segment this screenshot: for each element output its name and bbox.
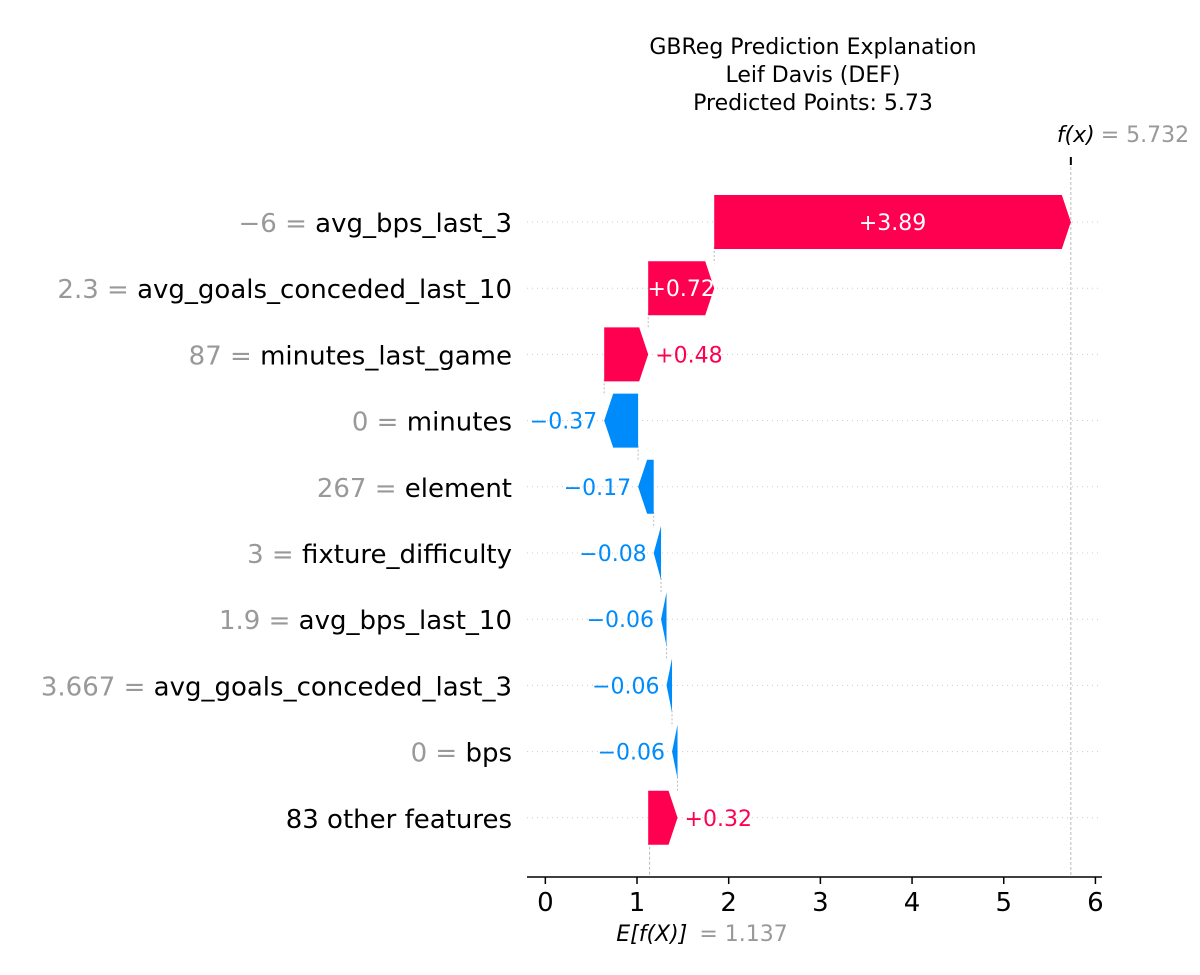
equals-sign: = — [368, 408, 406, 438]
output-value-symbol: f(x) — [1057, 123, 1095, 148]
feature-value: 3.667 — [41, 672, 115, 702]
equals-sign: = — [260, 606, 298, 636]
equals-sign: = — [99, 275, 137, 305]
base-value-label: E[f(X)] = 1.137 — [616, 922, 787, 947]
bar-2 — [648, 261, 715, 316]
feature-name: avg_goals_conceded_last_3 — [154, 672, 512, 702]
bar-value-label-2: +0.72 — [647, 277, 714, 302]
equals-sign: = — [264, 540, 302, 570]
feature-label-2: 2.3 = avg_goals_conceded_last_10 — [57, 275, 512, 305]
feature-name: fixture_difficulty — [302, 540, 512, 570]
bar-1 — [714, 195, 1071, 249]
bar-value-label-7: −0.06 — [587, 608, 654, 633]
equals-sign: = — [366, 474, 404, 504]
bar-9 — [672, 724, 678, 779]
title-line-3: Predicted Points: 5.73 — [693, 91, 933, 116]
bar-value-label-8: −0.06 — [592, 674, 659, 699]
bar-value-label-9: −0.06 — [598, 741, 665, 766]
feature-label-5: 267 = element — [317, 474, 512, 504]
base-value-symbol: E[f(X)] — [616, 922, 687, 947]
bar-7 — [661, 592, 667, 647]
x-tick-label-6: 6 — [1087, 888, 1104, 918]
feature-name: bps — [465, 739, 512, 769]
output-value-number: = 5.732 — [1101, 123, 1189, 148]
x-tick-label-1: 1 — [629, 888, 646, 918]
base-value-number: = 1.137 — [699, 922, 787, 947]
feature-value: 0 — [352, 408, 369, 438]
x-tick-label-4: 4 — [904, 888, 921, 918]
feature-label-4: 0 = minutes — [352, 408, 512, 438]
feature-label-9: 0 = bps — [411, 739, 512, 769]
bar-value-label-6: −0.08 — [579, 542, 646, 567]
feature-label-3: 87 = minutes_last_game — [189, 341, 512, 371]
feature-label-10: 83 other features — [286, 805, 512, 835]
feature-label-8: 3.667 = avg_goals_conceded_last_3 — [41, 672, 512, 702]
title-line-1: GBReg Prediction Explanation — [649, 35, 976, 60]
feature-name: minutes — [407, 408, 512, 438]
bar-8 — [666, 658, 673, 713]
feature-label-1: −6 = avg_bps_last_3 — [239, 209, 512, 239]
equals-sign: = — [277, 209, 315, 239]
feature-value: 267 — [317, 474, 367, 504]
feature-value: 0 — [411, 739, 428, 769]
feature-value: −6 — [239, 209, 277, 239]
feature-name: 83 other features — [286, 805, 512, 835]
equals-sign: = — [427, 739, 465, 769]
bar-value-label-1: +3.89 — [859, 211, 926, 236]
x-tick-label-3: 3 — [812, 888, 829, 918]
bar-value-label-4: −0.37 — [530, 410, 597, 435]
feature-value: 87 — [189, 341, 222, 371]
feature-name: avg_bps_last_3 — [315, 209, 512, 239]
feature-value: 2.3 — [57, 275, 98, 305]
bar-4 — [604, 393, 639, 448]
bar-value-label-5: −0.17 — [564, 476, 631, 501]
bar-5 — [638, 459, 654, 514]
feature-name: avg_bps_last_10 — [299, 606, 512, 636]
equals-sign: = — [115, 672, 153, 702]
bar-value-label-3: +0.48 — [655, 343, 722, 368]
x-tick-label-0: 0 — [537, 888, 554, 918]
equals-sign: = — [222, 341, 260, 371]
x-axis: 0 1 2 3 4 5 6 E[f(X)] = 1.137 f(x) = 5.732 — [527, 123, 1189, 947]
feature-labels: −6 = avg_bps_last_3 2.3 = avg_goals_conce… — [41, 209, 512, 835]
feature-name: avg_goals_conceded_last_10 — [137, 275, 512, 305]
feature-value: 3 — [247, 540, 264, 570]
bar-10 — [648, 790, 678, 845]
chart-title: GBReg Prediction Explanation Leif Davis (… — [649, 35, 976, 116]
bar-6 — [653, 526, 662, 580]
title-line-2: Leif Davis (DEF) — [726, 63, 901, 88]
x-tick-label-2: 2 — [720, 888, 737, 918]
feature-name: element — [405, 474, 512, 504]
row-gridlines — [527, 221, 1100, 819]
feature-label-7: 1.9 = avg_bps_last_10 — [219, 606, 512, 636]
feature-label-6: 3 = fixture_difficulty — [247, 540, 512, 570]
bar-3 — [604, 327, 649, 382]
bar-value-label-10: +0.32 — [685, 807, 752, 832]
output-value-label: f(x) = 5.732 — [1057, 123, 1189, 148]
feature-value: 1.9 — [219, 606, 260, 636]
contribution-bars: +3.89 +0.72 +0.48 −0.37 −0.17 −0.08 −0.06 −0.06… — [530, 195, 1071, 845]
x-tick-label-5: 5 — [995, 888, 1012, 918]
feature-name: minutes_last_game — [260, 341, 512, 371]
